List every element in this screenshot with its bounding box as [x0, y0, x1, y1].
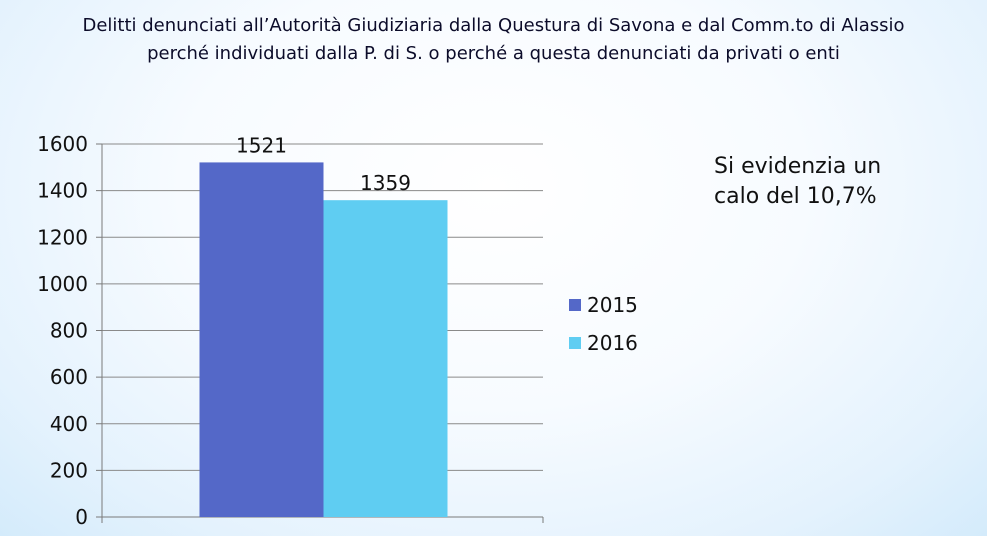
- axes: 0 200 400 600 800 1000 1200 1400 1600: [37, 132, 544, 529]
- chart-title-line-1: Delitti denunciati all’Autorità Giudizia…: [82, 15, 905, 36]
- chart-title-line-2: perché individuati dalla P. di S. o perc…: [147, 43, 840, 64]
- y-tick-label: 0: [75, 505, 88, 529]
- bar-2015: [199, 162, 324, 517]
- y-tick-label: 1200: [37, 225, 88, 249]
- bar-2016: [323, 200, 448, 518]
- y-tick-label: 1400: [37, 179, 88, 203]
- y-tick-label: 800: [50, 319, 88, 343]
- y-tick-label: 1600: [37, 132, 88, 156]
- data-labels: 1521 1359: [236, 133, 411, 195]
- annotation-note-line-2: calo del 10,7%: [714, 184, 877, 209]
- legend-label-2015: 2015: [587, 293, 638, 317]
- bars: [199, 162, 448, 518]
- y-tick-label: 1000: [37, 272, 88, 296]
- legend-label-2016: 2016: [587, 331, 638, 355]
- annotation-note: Si evidenzia un calo del 10,7%: [714, 152, 881, 212]
- chart-title: Delitti denunciati all’Autorità Giudizia…: [0, 12, 987, 68]
- legend: 2015 2016: [569, 293, 638, 355]
- y-tick-label: 600: [50, 365, 88, 389]
- y-tick-label: 200: [50, 458, 88, 482]
- y-tick-label: 400: [50, 412, 88, 436]
- data-label-2015: 1521: [236, 133, 287, 157]
- annotation-note-line-1: Si evidenzia un: [714, 154, 882, 179]
- data-label-2016: 1359: [360, 171, 411, 195]
- legend-swatch-2015: [569, 299, 581, 311]
- legend-swatch-2016: [569, 337, 581, 349]
